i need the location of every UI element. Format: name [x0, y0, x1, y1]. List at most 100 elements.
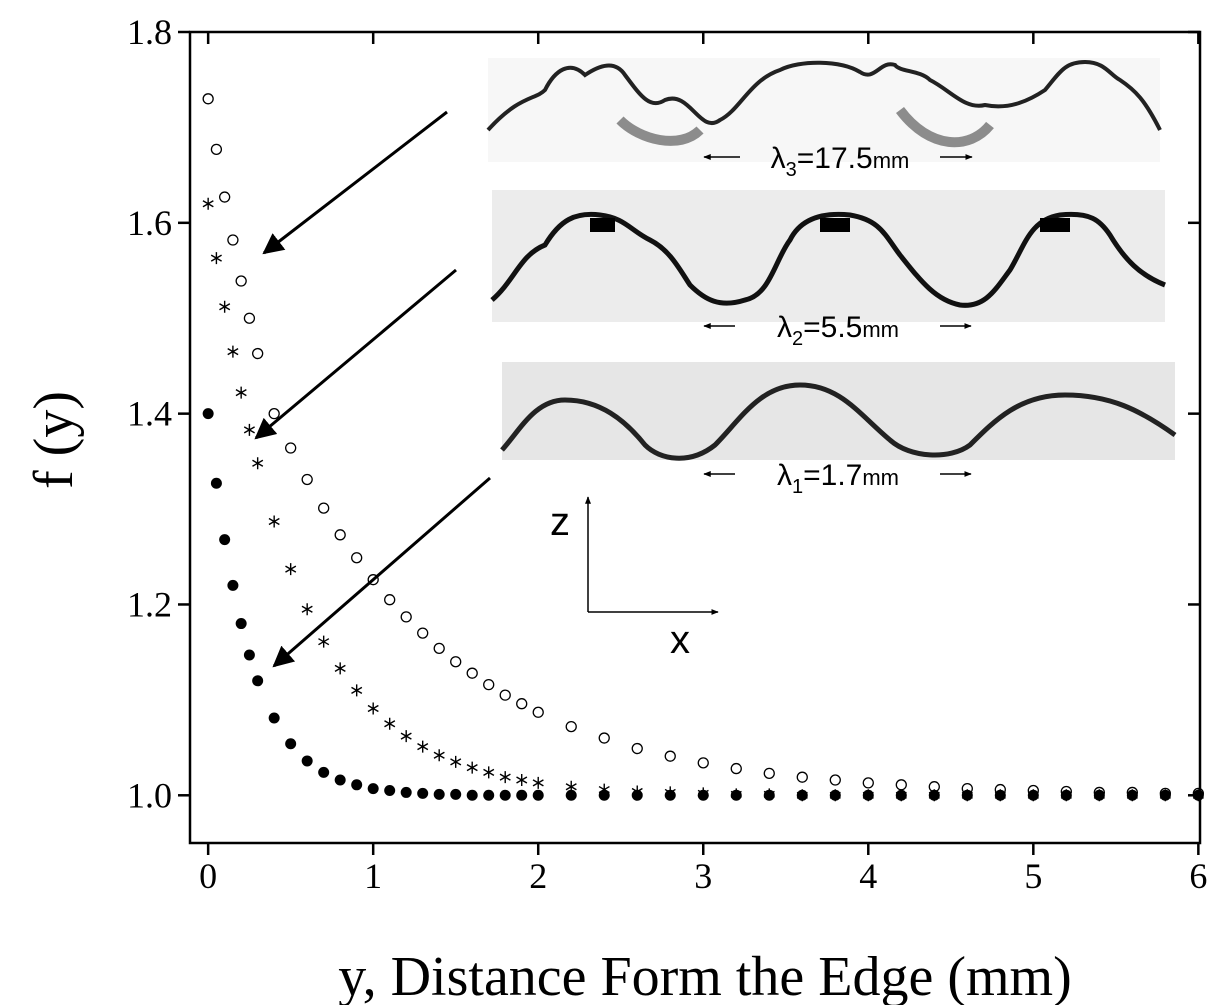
inset-axis-label: z: [550, 500, 570, 544]
inset-axis-label: x: [670, 618, 690, 662]
marker-open-circle: [417, 627, 429, 639]
marker-filled-circle: [318, 766, 330, 778]
marker-filled-circle: [219, 534, 231, 546]
marker-filled-circle: [466, 789, 478, 801]
inset-1-bg: [502, 362, 1175, 460]
marker-open-circle: [532, 706, 544, 718]
marker-filled-circle: [243, 649, 255, 661]
marker-asterisk: [219, 300, 231, 313]
plot-frame: [188, 30, 1202, 845]
marker-open-circle: [318, 502, 330, 514]
inset-3-bg: [488, 58, 1160, 162]
wavelength-label: λ2=5.5mm: [777, 311, 899, 350]
marker-asterisk: [268, 515, 280, 528]
marker-open-circle: [252, 347, 264, 360]
marker-open-circle: [565, 720, 577, 733]
marker-filled-circle: [235, 618, 247, 630]
marker-asterisk: [334, 662, 346, 675]
marker-asterisk: [466, 761, 478, 774]
arrow: [254, 268, 457, 440]
x-tick-label: 5: [1024, 856, 1042, 896]
marker-open-circle: [285, 442, 297, 454]
marker-filled-circle: [1093, 789, 1105, 801]
marker-filled-circle: [268, 712, 280, 724]
marker-open-circle: [202, 93, 214, 105]
marker-filled-circle: [631, 789, 643, 801]
x-tick-label: 1: [364, 856, 382, 896]
marker-open-circle: [351, 552, 363, 564]
marker-filled-circle: [351, 779, 363, 791]
marker-filled-circle: [928, 789, 940, 801]
inset-3-shade: [616, 106, 994, 148]
marker-filled-circle: [202, 408, 214, 420]
wavelength-label: λ1=1.7mm: [777, 459, 899, 498]
inset-2-bg: [492, 190, 1165, 322]
marker-asterisk: [483, 766, 495, 779]
marker-filled-circle: [664, 789, 676, 801]
marker-filled-circle: [1027, 789, 1039, 801]
marker-filled-circle: [1060, 789, 1072, 801]
marker-asterisk: [318, 635, 330, 648]
marker-asterisk: [301, 603, 313, 616]
marker-filled-circle: [285, 738, 297, 750]
y-tick-label: 1.0: [127, 775, 172, 815]
marker-filled-circle: [1192, 789, 1204, 801]
marker-open-circle: [483, 678, 495, 691]
marker-open-circle: [466, 667, 478, 679]
marker-asterisk: [285, 563, 297, 576]
marker-asterisk: [450, 755, 462, 768]
marker-open-circle: [829, 774, 841, 786]
marker-open-circle: [235, 275, 247, 287]
marker-filled-circle: [483, 789, 495, 801]
marker-filled-circle: [227, 579, 239, 591]
marker-asterisk: [243, 423, 255, 436]
x-axis-label: y, Distance Form the Edge (mm): [338, 946, 1072, 1005]
y-tick-label: 1.2: [127, 584, 172, 624]
inset-3-profile: [486, 59, 1162, 132]
marker-asterisk: [202, 197, 214, 210]
marker-open-circle: [367, 574, 379, 586]
inset-photos: [486, 58, 1177, 461]
marker-filled-circle: [450, 788, 462, 800]
marker-asterisk: [400, 730, 412, 743]
marker-open-circle: [730, 762, 742, 775]
marker-open-circle: [301, 473, 313, 486]
x-tick-label: 4: [859, 856, 877, 896]
marker-filled-circle: [433, 788, 445, 800]
marker-open-circle: [796, 771, 808, 783]
marker-open-circle: [598, 732, 610, 744]
arrow: [262, 110, 448, 255]
y-axis-label: f (y): [23, 391, 85, 489]
marker-filled-circle: [697, 789, 709, 801]
wavelength-label: λ3=17.5mm: [771, 142, 910, 181]
marker-asterisk: [417, 740, 429, 753]
marker-filled-circle: [730, 789, 742, 801]
marker-open-circle: [334, 529, 346, 541]
marker-filled-circle: [210, 477, 222, 489]
marker-filled-circle: [565, 789, 577, 801]
marker-asterisk: [433, 749, 445, 762]
marker-filled-circle: [417, 787, 429, 799]
marker-open-circle: [697, 757, 709, 769]
marker-filled-circle: [895, 789, 907, 801]
marker-asterisk: [532, 776, 544, 789]
marker-open-circle: [433, 642, 445, 655]
marker-open-circle: [219, 191, 231, 203]
marker-asterisk: [516, 774, 528, 787]
marker-filled-circle: [499, 789, 511, 801]
marker-filled-circle: [829, 789, 841, 801]
arrow: [272, 476, 491, 668]
marker-open-circle: [450, 656, 462, 668]
marker-asterisk: [351, 684, 363, 697]
marker-filled-circle: [367, 783, 379, 795]
marker-filled-circle: [796, 789, 808, 801]
inset-1-profile: [500, 382, 1177, 461]
marker-asterisk: [227, 345, 239, 358]
marker-filled-circle: [384, 785, 396, 797]
marker-asterisk: [367, 702, 379, 715]
y-tick-label: 1.4: [127, 394, 172, 434]
marker-filled-circle: [1126, 789, 1138, 801]
marker-open-circle: [499, 689, 511, 701]
marker-filled-circle: [516, 789, 528, 801]
